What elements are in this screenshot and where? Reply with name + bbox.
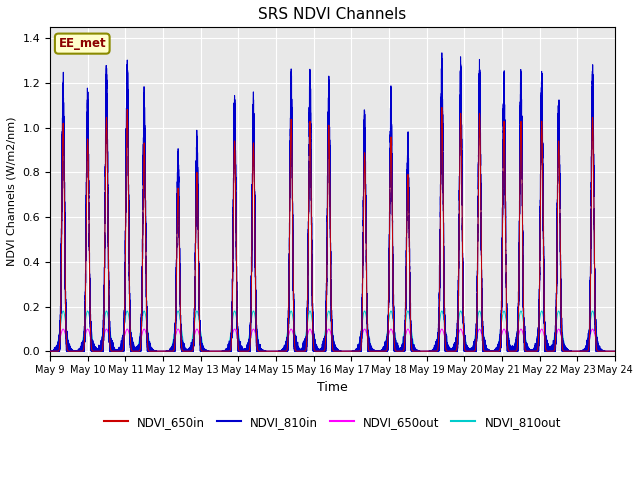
Text: EE_met: EE_met <box>58 37 106 50</box>
NDVI_810in <box>438 50 445 56</box>
Line: NDVI_810in: NDVI_810in <box>50 53 615 351</box>
NDVI_650out <box>353 348 360 353</box>
NDVI_810in <box>182 348 190 354</box>
NDVI_650out <box>611 348 619 354</box>
Y-axis label: NDVI Channels (W/m2/nm): NDVI Channels (W/m2/nm) <box>7 117 17 266</box>
NDVI_650out <box>404 326 412 332</box>
NDVI_810in <box>262 348 270 354</box>
NDVI_650out <box>182 348 190 353</box>
NDVI_650in <box>387 159 394 165</box>
NDVI_810out <box>611 348 619 354</box>
NDVI_810in <box>387 155 394 161</box>
NDVI_650out <box>262 348 270 354</box>
NDVI_810in <box>46 348 54 354</box>
NDVI_650in <box>84 167 92 173</box>
NDVI_650in <box>46 348 54 354</box>
NDVI_650out <box>387 327 394 333</box>
NDVI_810out <box>404 308 412 314</box>
NDVI_810out <box>353 347 360 353</box>
NDVI_650in <box>438 105 445 110</box>
NDVI_650in <box>353 348 360 354</box>
NDVI_810out <box>84 309 92 315</box>
NDVI_810in <box>353 347 360 353</box>
NDVI_810out <box>262 348 270 354</box>
NDVI_810out <box>182 347 190 353</box>
NDVI_810out <box>466 348 474 353</box>
Title: SRS NDVI Channels: SRS NDVI Channels <box>259 7 406 22</box>
NDVI_650in <box>611 348 619 354</box>
X-axis label: Time: Time <box>317 381 348 394</box>
NDVI_650in <box>262 348 270 354</box>
NDVI_650out <box>84 327 92 333</box>
NDVI_810in <box>611 348 619 354</box>
NDVI_650in <box>182 348 190 354</box>
Legend: NDVI_650in, NDVI_810in, NDVI_650out, NDVI_810out: NDVI_650in, NDVI_810in, NDVI_650out, NDV… <box>100 411 566 433</box>
NDVI_650in <box>466 348 474 354</box>
NDVI_650out <box>46 348 54 354</box>
Line: NDVI_650out: NDVI_650out <box>50 329 615 351</box>
NDVI_810in <box>466 346 474 352</box>
NDVI_810out <box>387 309 394 315</box>
NDVI_810in <box>46 348 54 354</box>
Line: NDVI_810out: NDVI_810out <box>50 311 615 351</box>
NDVI_650out <box>466 348 474 354</box>
Line: NDVI_650in: NDVI_650in <box>50 108 615 351</box>
NDVI_810in <box>84 152 92 158</box>
NDVI_810out <box>46 348 54 354</box>
